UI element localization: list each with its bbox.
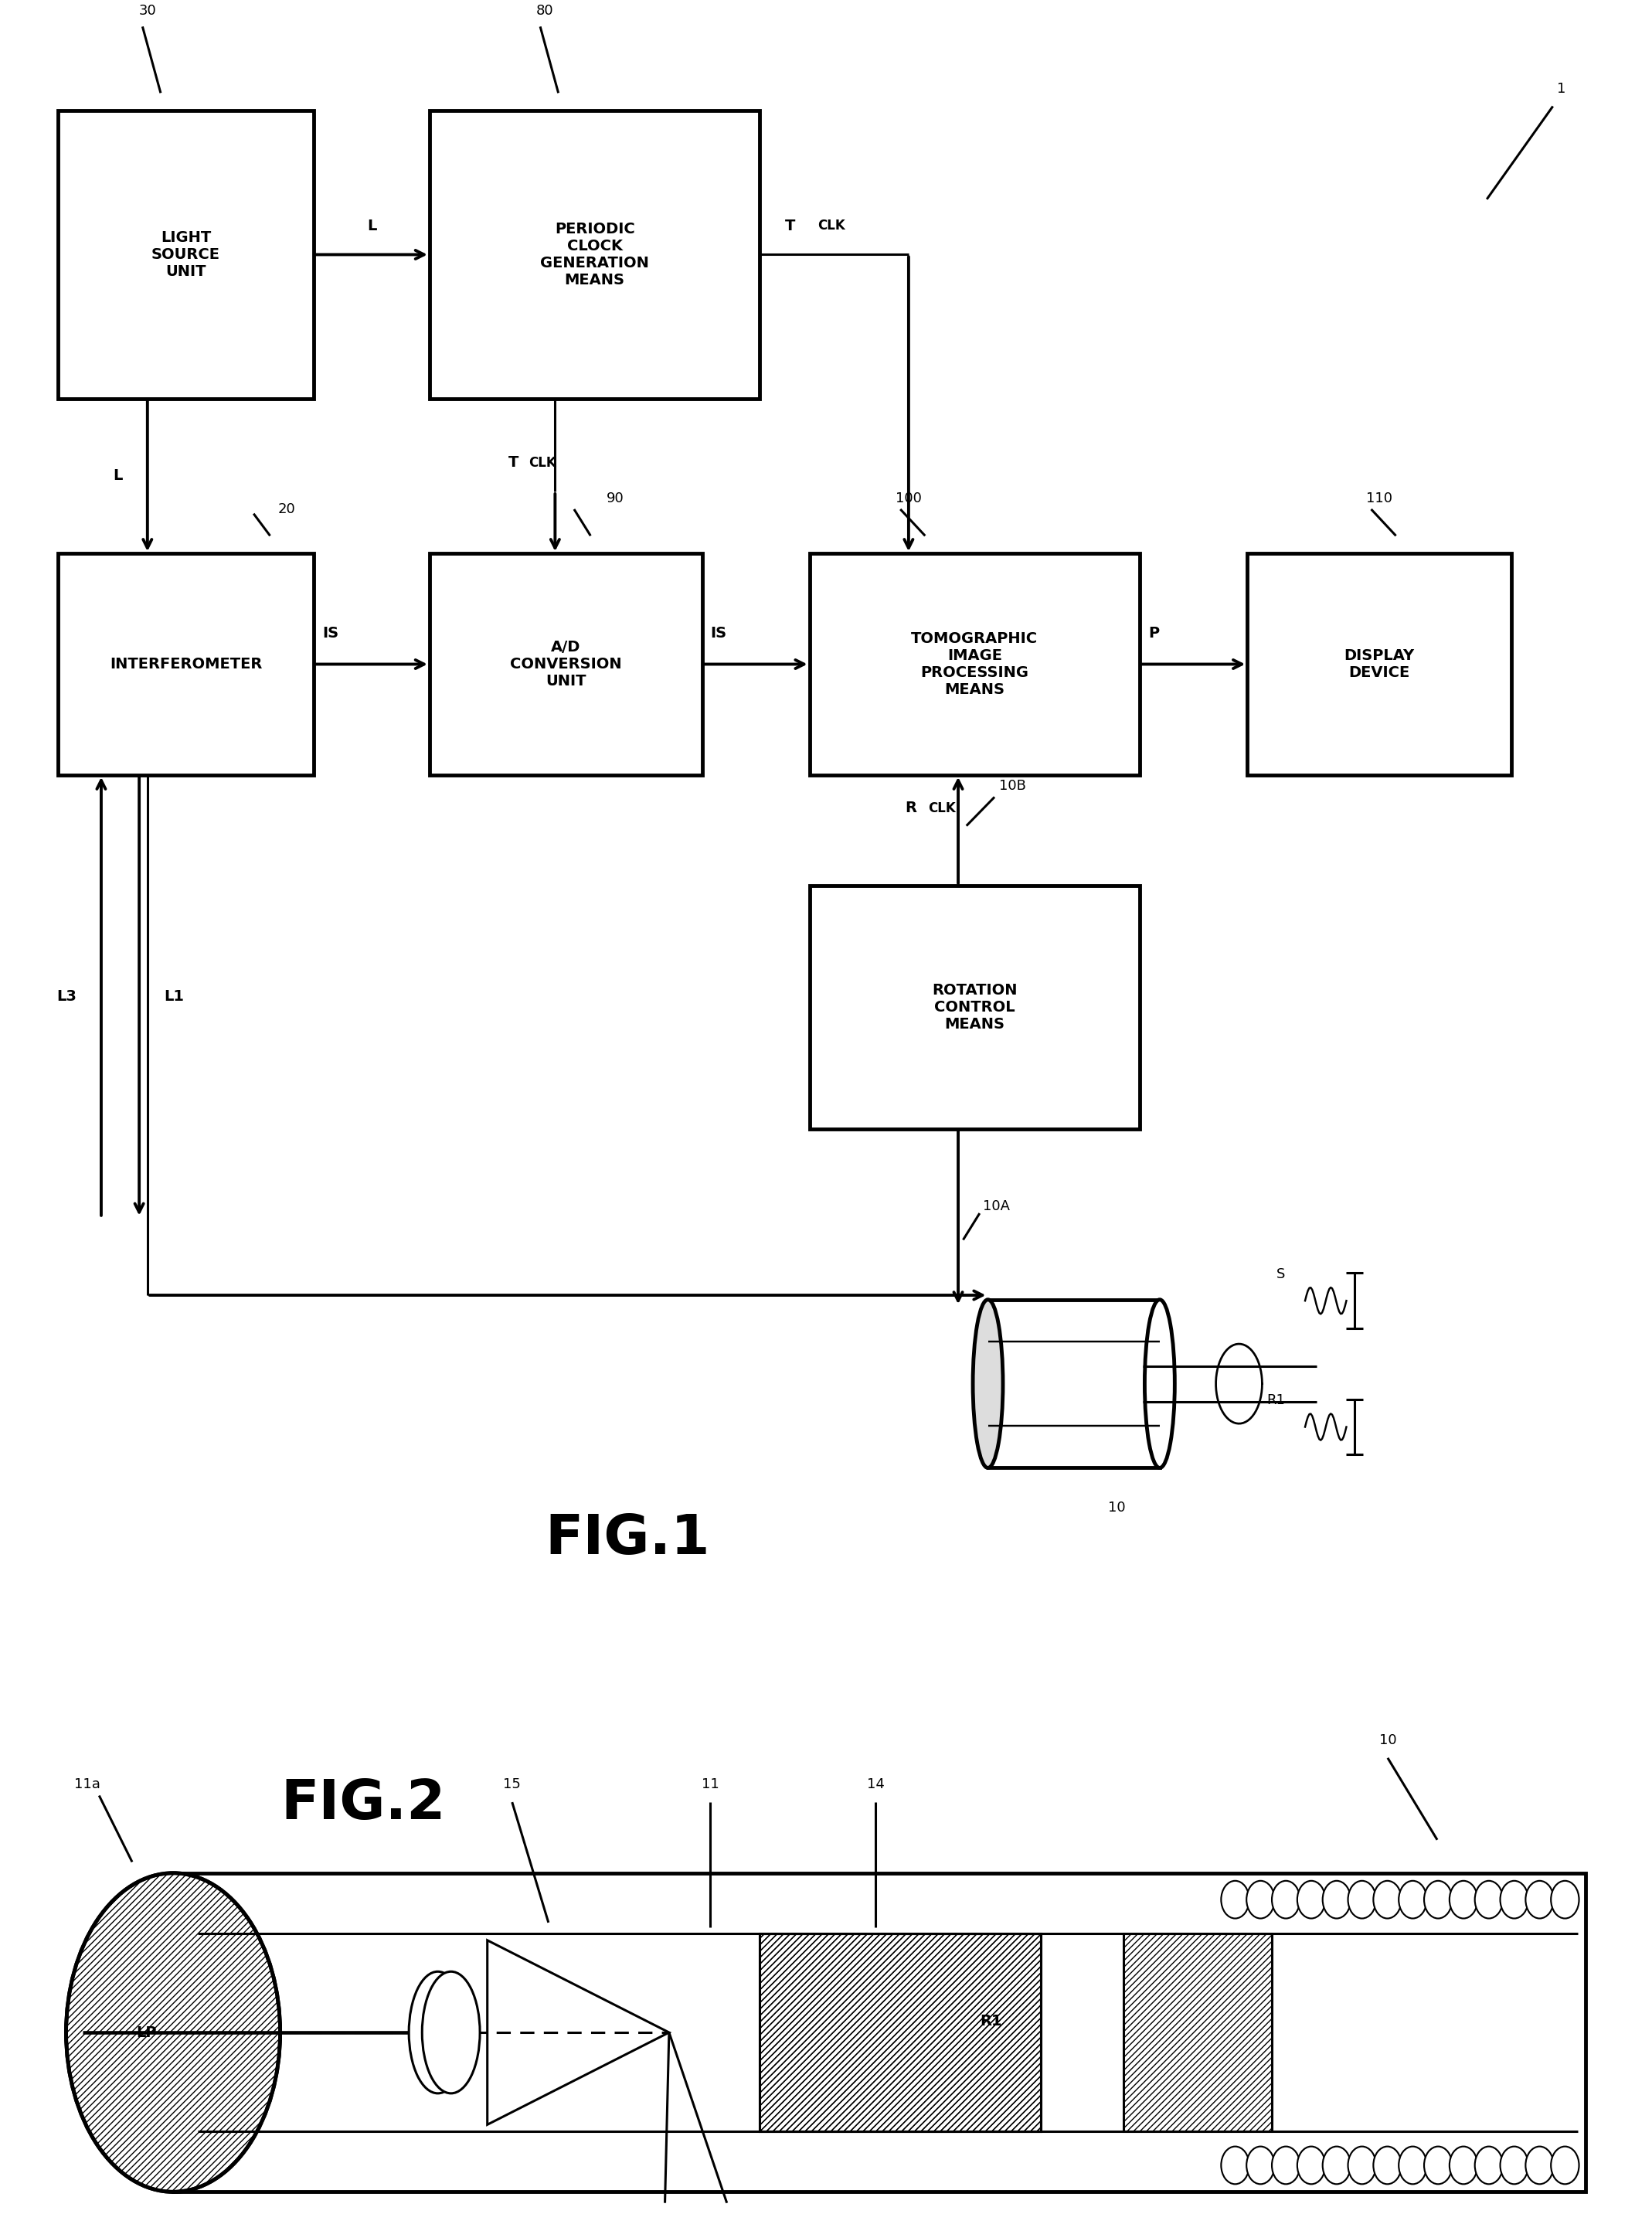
Polygon shape <box>487 1939 669 2125</box>
Circle shape <box>1424 1880 1452 1917</box>
Text: S: S <box>1277 1266 1285 1282</box>
Text: L3: L3 <box>56 990 76 1003</box>
Circle shape <box>1323 1880 1351 1917</box>
Text: ROTATION
CONTROL
MEANS: ROTATION CONTROL MEANS <box>932 983 1018 1032</box>
Text: T: T <box>509 456 519 469</box>
Circle shape <box>1348 2148 1376 2183</box>
Text: 10A: 10A <box>983 1200 1009 1213</box>
Circle shape <box>1272 1880 1300 1917</box>
Bar <box>430 111 760 399</box>
Ellipse shape <box>973 1300 1003 1468</box>
Text: 90: 90 <box>606 492 624 505</box>
Text: FIG.1: FIG.1 <box>545 1512 710 1565</box>
Bar <box>173 1873 1586 2192</box>
Circle shape <box>1297 1880 1325 1917</box>
Text: IS: IS <box>322 627 339 640</box>
Text: 11: 11 <box>702 1778 719 1791</box>
Circle shape <box>1399 2148 1427 2183</box>
Text: 80: 80 <box>537 4 553 18</box>
Circle shape <box>1525 1880 1553 1917</box>
Circle shape <box>1475 1880 1503 1917</box>
Circle shape <box>1221 1880 1249 1917</box>
Circle shape <box>1500 1880 1528 1917</box>
Text: TOMOGRAPHIC
IMAGE
PROCESSING
MEANS: TOMOGRAPHIC IMAGE PROCESSING MEANS <box>912 631 1037 697</box>
Circle shape <box>1551 1880 1579 1917</box>
Bar <box>1123 1933 1272 2132</box>
Circle shape <box>1449 1880 1477 1917</box>
Circle shape <box>1373 2148 1401 2183</box>
Text: R1: R1 <box>1267 1393 1285 1408</box>
Text: FIG.2: FIG.2 <box>281 1778 446 1831</box>
Text: CLK: CLK <box>818 219 846 232</box>
Text: LIGHT
SOURCE
UNIT: LIGHT SOURCE UNIT <box>152 230 220 279</box>
Text: 10B: 10B <box>999 779 1026 793</box>
Bar <box>1123 1933 1272 2132</box>
Text: 100: 100 <box>895 492 922 505</box>
Text: 20: 20 <box>278 503 296 516</box>
Text: DISPLAY
DEVICE: DISPLAY DEVICE <box>1345 649 1414 680</box>
Text: P: P <box>1148 627 1160 640</box>
Bar <box>760 1933 1041 2132</box>
Bar <box>430 554 702 775</box>
Bar <box>760 1933 1041 2132</box>
Text: L: L <box>112 469 122 483</box>
Text: 110: 110 <box>1366 492 1393 505</box>
Circle shape <box>1373 1880 1401 1917</box>
Circle shape <box>1297 2148 1325 2183</box>
Bar <box>760 1933 1041 2132</box>
Text: 10: 10 <box>1379 1734 1396 1747</box>
Circle shape <box>1348 1880 1376 1917</box>
Text: CLK: CLK <box>529 456 557 469</box>
Text: CLK: CLK <box>928 801 957 815</box>
Text: PERIODIC
CLOCK
GENERATION
MEANS: PERIODIC CLOCK GENERATION MEANS <box>540 221 649 288</box>
Text: L1: L1 <box>164 990 183 1003</box>
Ellipse shape <box>66 1873 281 2192</box>
Text: 10: 10 <box>1108 1501 1125 1514</box>
Circle shape <box>1449 2148 1477 2183</box>
Circle shape <box>1525 2148 1553 2183</box>
Circle shape <box>1247 1880 1275 1917</box>
Text: R: R <box>905 801 917 815</box>
Text: IS: IS <box>710 627 727 640</box>
Bar <box>1247 554 1512 775</box>
Circle shape <box>1475 2148 1503 2183</box>
Text: T: T <box>785 219 795 232</box>
Text: A/D
CONVERSION
UNIT: A/D CONVERSION UNIT <box>510 640 621 689</box>
Text: R1: R1 <box>980 2015 1003 2028</box>
Circle shape <box>1323 2148 1351 2183</box>
Circle shape <box>1500 2148 1528 2183</box>
Circle shape <box>1399 1880 1427 1917</box>
Text: INTERFEROMETER: INTERFEROMETER <box>109 658 263 671</box>
Ellipse shape <box>423 1970 481 2094</box>
Text: 1: 1 <box>1556 82 1566 95</box>
Text: 15: 15 <box>504 1778 520 1791</box>
Bar <box>988 1300 1160 1468</box>
Ellipse shape <box>410 1970 468 2094</box>
Text: 30: 30 <box>139 4 157 18</box>
Text: LP: LP <box>135 2026 157 2039</box>
Text: L: L <box>367 219 377 232</box>
Circle shape <box>1272 2148 1300 2183</box>
Bar <box>58 554 314 775</box>
Bar <box>58 111 314 399</box>
Text: 14: 14 <box>867 1778 884 1791</box>
Bar <box>809 554 1140 775</box>
Circle shape <box>1221 2148 1249 2183</box>
Circle shape <box>1247 2148 1275 2183</box>
Circle shape <box>1551 2148 1579 2183</box>
Bar <box>809 886 1140 1129</box>
Ellipse shape <box>1145 1300 1175 1468</box>
Text: 11a: 11a <box>74 1778 101 1791</box>
Circle shape <box>1424 2148 1452 2183</box>
